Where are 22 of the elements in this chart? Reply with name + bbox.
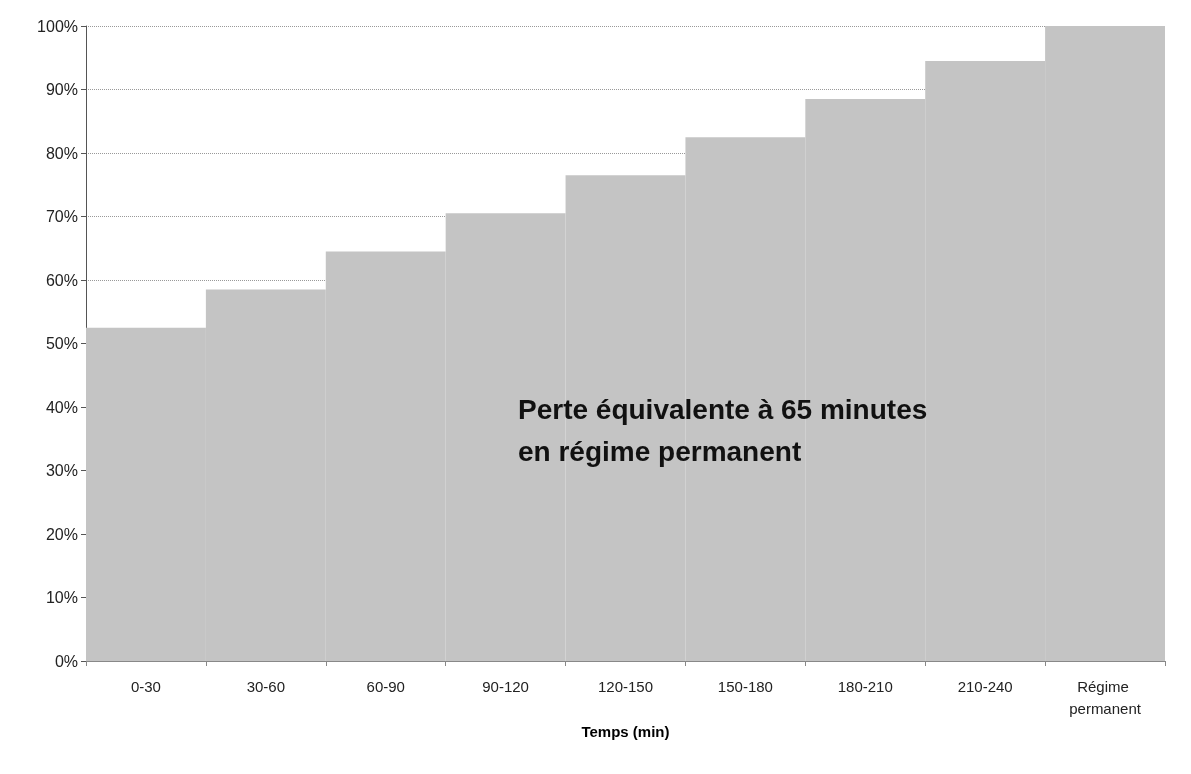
y-tick-label: 60% — [45, 271, 78, 289]
y-tick-label: 10% — [45, 589, 78, 606]
x-tick-label: 0-30 — [130, 677, 161, 695]
x-tick-label: Régime permanent — [1069, 677, 1142, 717]
y-tick-label: 0% — [54, 652, 78, 670]
y-tick-label: 50% — [45, 335, 78, 352]
y-tick-label: 80% — [45, 144, 78, 162]
x-tick-label: 150-180 — [717, 677, 773, 695]
y-tick-label: 40% — [45, 398, 78, 416]
y-tick-label: 30% — [45, 462, 78, 479]
y-tick-label: 20% — [45, 525, 78, 543]
y-tick-label: 70% — [45, 208, 78, 225]
annotation: Perte équivalente à 65 minutes en régime permanent — [518, 393, 928, 467]
x-tick-label: 120-150 — [597, 677, 654, 695]
y-tick-label: 90% — [45, 81, 78, 98]
x-tick-label: 210-240 — [957, 677, 1013, 695]
x-tick-label: 60-90 — [366, 677, 405, 695]
x-tick-label: 90-120 — [482, 677, 529, 695]
x-tick-label: 180-210 — [837, 677, 893, 695]
y-tick-label: 100% — [37, 17, 78, 35]
x-tick-label: 30-60 — [246, 677, 286, 695]
x-axis-title: Temps (min) — [581, 722, 670, 740]
